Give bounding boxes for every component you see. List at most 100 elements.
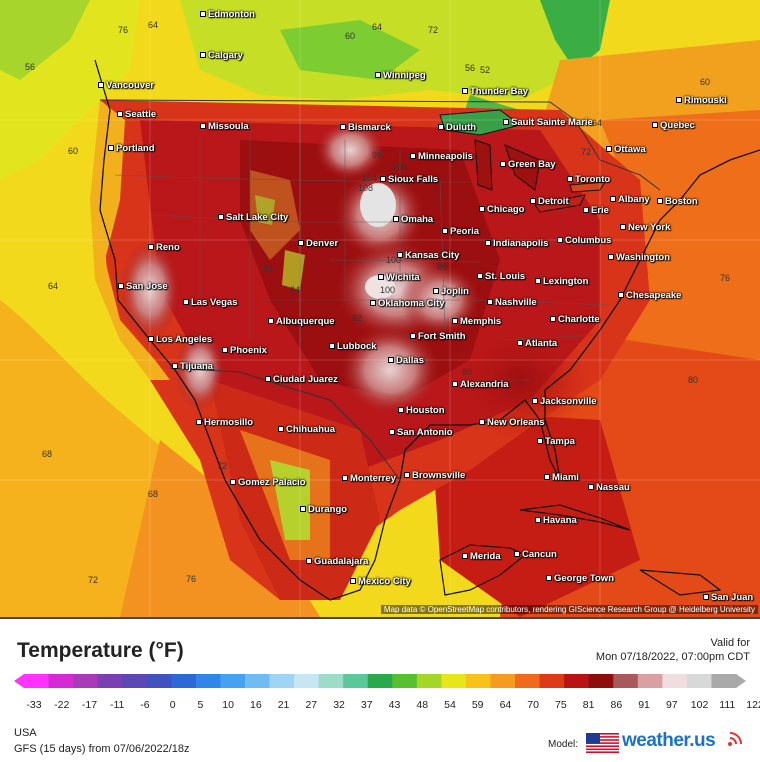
city-name: Phoenix xyxy=(230,345,267,356)
color-scale-swatch xyxy=(490,674,516,688)
city-name: Durango xyxy=(308,504,348,515)
color-scale-swatch xyxy=(97,674,123,688)
temperature-map[interactable]: 56 60 64 68 68 72 76 76 80 60 64 72 64 76 56 52 60 64 72 10… xyxy=(0,0,760,617)
city-label: Hermosillo xyxy=(196,417,253,428)
map-attribution[interactable]: Map data © OpenStreetMap contributors, r… xyxy=(380,605,758,614)
city-marker-icon xyxy=(268,318,274,325)
model-run-label: GFS (15 days) from 07/06/2022/18z xyxy=(14,743,190,755)
city-label: Columbus xyxy=(557,235,611,246)
scale-tick-label: -11 xyxy=(109,699,125,711)
city-name: Indianapolis xyxy=(493,238,549,249)
city-label: San Antonio xyxy=(389,427,453,438)
contour-value: 60 xyxy=(345,31,356,41)
model-label: Model: xyxy=(548,739,579,750)
city-name: Albuquerque xyxy=(276,316,335,327)
city-name: Miami xyxy=(552,472,579,483)
city-name: Sioux Falls xyxy=(388,174,439,185)
city-label: Kansas City xyxy=(397,250,459,261)
city-marker-icon xyxy=(108,145,114,152)
city-name: Nashville xyxy=(495,297,537,308)
city-name: Los Angeles xyxy=(156,334,213,345)
city-marker-icon xyxy=(676,97,682,104)
city-name: Quebec xyxy=(660,120,695,131)
city-name: Chihuahua xyxy=(286,424,336,435)
city-name: Las Vegas xyxy=(191,297,238,308)
city-marker-icon xyxy=(485,240,491,247)
city-marker-icon xyxy=(148,244,154,251)
city-marker-icon xyxy=(535,278,541,285)
color-scale-swatch xyxy=(73,674,99,688)
city-name: Ciudad Juarez xyxy=(273,374,338,385)
city-name: Cancun xyxy=(522,549,557,560)
color-scale-swatch xyxy=(588,674,614,688)
scale-tick-label: 81 xyxy=(582,699,595,711)
city-name: Edmonton xyxy=(208,9,255,20)
city-marker-icon xyxy=(278,426,284,433)
scale-tick-label: 5 xyxy=(197,699,204,711)
city-marker-icon xyxy=(567,176,573,183)
valid-time: Mon 07/18/2022, 07:00pm CDT xyxy=(595,651,750,663)
city-name: Columbus xyxy=(565,235,612,246)
city-marker-icon xyxy=(218,214,224,221)
city-name: Tijuana xyxy=(180,361,214,372)
city-label: Nashville xyxy=(487,297,537,308)
contour-value: 104 xyxy=(362,173,378,183)
city-label: Oklahoma City xyxy=(370,298,445,309)
city-marker-icon xyxy=(378,274,384,281)
city-label: Chicago xyxy=(479,204,524,215)
city-name: Dallas xyxy=(396,355,424,366)
scale-max-arrow-icon xyxy=(736,674,746,688)
scale-tick-label: 54 xyxy=(444,699,456,711)
city-label: New York xyxy=(620,222,670,233)
city-label: New Orleans xyxy=(479,417,545,428)
city-label: Detroit xyxy=(530,196,569,207)
city-label: Bismarck xyxy=(340,122,391,133)
scale-tick-label: 102 xyxy=(690,699,709,711)
city-label: Omaha xyxy=(393,214,433,225)
city-marker-icon xyxy=(657,198,663,205)
map-canvas xyxy=(0,0,760,617)
city-name: Detroit xyxy=(538,196,569,207)
brand-logo[interactable]: weather.us xyxy=(622,730,716,751)
city-label: Cancun xyxy=(514,549,557,560)
region-label: USA xyxy=(14,727,37,739)
contour-value: 64 xyxy=(592,118,603,128)
city-name: Oklahoma City xyxy=(378,298,445,309)
city-name: Peoria xyxy=(450,226,480,237)
city-marker-icon xyxy=(388,357,394,364)
city-marker-icon xyxy=(479,206,485,213)
city-marker-icon xyxy=(410,333,416,340)
city-name: San Jose xyxy=(126,281,168,292)
city-label: Sioux Falls xyxy=(380,174,438,185)
city-name: St. Louis xyxy=(485,271,526,282)
scale-tick-label: 16 xyxy=(250,699,262,711)
scale-tick-label: 86 xyxy=(610,699,623,711)
city-marker-icon xyxy=(200,123,206,130)
city-label: Miami xyxy=(544,472,579,483)
contour-value: 52 xyxy=(480,65,491,75)
city-label: Dallas xyxy=(388,355,424,366)
city-label: Mexico City xyxy=(350,576,411,587)
scale-tick-label: -6 xyxy=(140,699,150,711)
city-name: Mexico City xyxy=(358,576,411,587)
city-marker-icon xyxy=(550,316,556,323)
color-scale-swatch xyxy=(392,674,418,688)
city-name: Gomez Palacio xyxy=(238,477,306,488)
city-label: Lubbock xyxy=(329,341,377,352)
scale-tick-label: 21 xyxy=(277,699,290,711)
color-scale-swatch xyxy=(711,674,737,688)
city-marker-icon xyxy=(200,11,206,18)
us-flag-icon xyxy=(586,733,619,753)
color-scale-swatch xyxy=(318,674,344,688)
city-name: Lexington xyxy=(543,276,589,287)
contour-value: 80 xyxy=(462,367,473,377)
city-marker-icon xyxy=(350,578,356,585)
contour-value: 72 xyxy=(581,147,592,157)
valid-label: Valid for xyxy=(710,637,750,649)
legend-title: Temperature (°F) xyxy=(17,639,184,662)
city-name: Monterrey xyxy=(350,473,396,484)
scale-tick-label: -22 xyxy=(54,699,70,711)
contour-value: 64 xyxy=(290,285,301,295)
city-marker-icon xyxy=(652,122,658,129)
city-marker-icon xyxy=(703,594,709,601)
